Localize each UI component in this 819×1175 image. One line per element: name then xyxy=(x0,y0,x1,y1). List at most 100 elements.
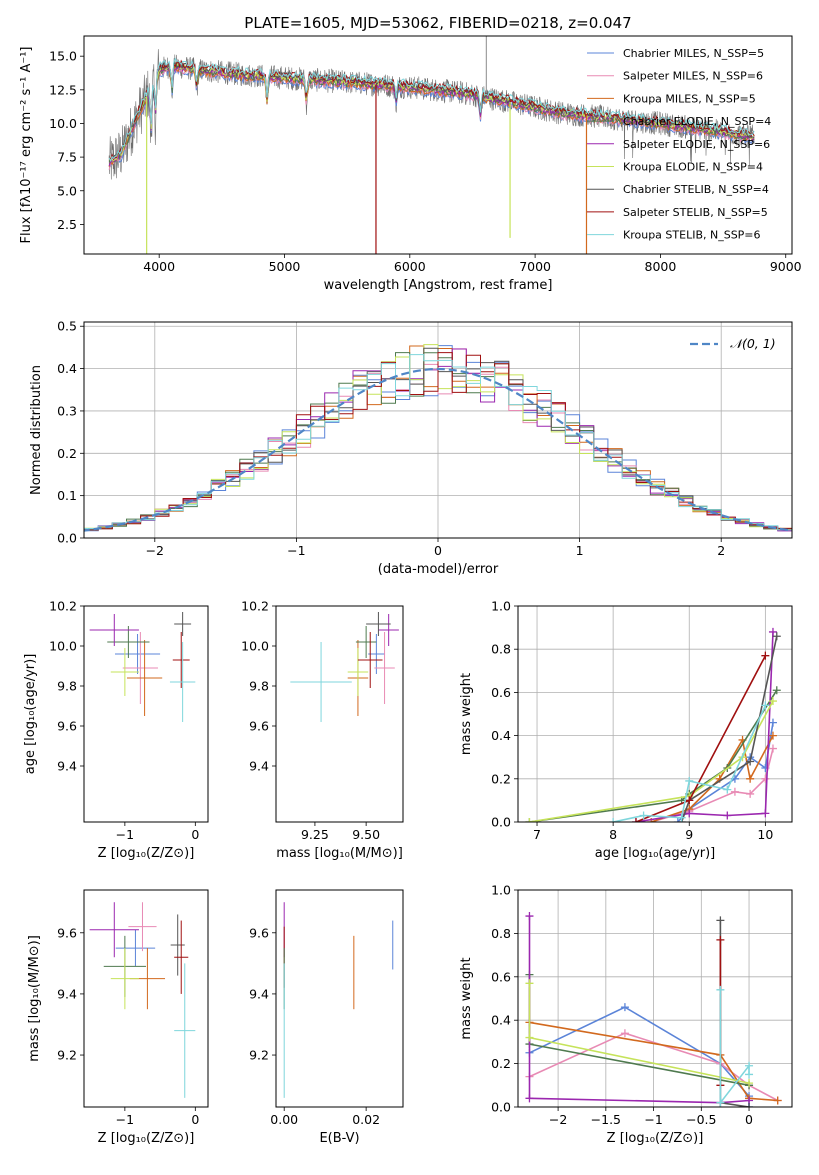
x-tick-label: −1 xyxy=(287,543,305,558)
x-tick-label: 6000 xyxy=(394,259,426,274)
point-chabrier-elodie xyxy=(355,626,377,658)
weight-marker xyxy=(620,1003,629,1012)
x-tick-label: 0 xyxy=(745,1112,753,1127)
weight-marker xyxy=(745,1061,754,1070)
legend: 𝒩(0, 1) xyxy=(690,336,776,351)
weight-marker xyxy=(746,757,755,766)
x-tick-label: 5000 xyxy=(269,259,301,274)
weight-marker xyxy=(685,776,694,785)
weight-marker xyxy=(768,718,777,727)
weight-marker xyxy=(745,1070,754,1079)
plot-area xyxy=(89,612,196,722)
legend-label: Chabrier ELODIE, N_SSP=4 xyxy=(623,115,771,128)
weight-line-salpeter-stelib xyxy=(631,651,770,822)
x-axis-label: wavelength [Angstrom, rest frame] xyxy=(324,278,553,293)
weight-line xyxy=(528,974,750,1087)
y-tick-label: 7.5 xyxy=(57,150,77,165)
weight-line-kroupa-stelib xyxy=(716,985,754,1107)
y-tick-label: 10.2 xyxy=(241,599,269,614)
y-tick-label: 10.2 xyxy=(49,599,77,614)
y-tick-label: 0.2 xyxy=(491,771,511,786)
y-axis-label: mass weight xyxy=(459,957,474,1039)
y-tick-label: 0.6 xyxy=(491,685,511,700)
y-tick-label: 1.0 xyxy=(491,599,511,614)
y-tick-label: 5.0 xyxy=(57,183,77,198)
y-tick-label: 0.2 xyxy=(57,446,77,461)
weight-marker xyxy=(673,818,682,822)
plot-area xyxy=(108,36,755,254)
y-tick-label: 0.4 xyxy=(491,1013,511,1028)
point-chabrier-stelib xyxy=(170,914,185,976)
weight-marker xyxy=(746,789,755,798)
y-axis-label: Flux [fλ10⁻¹⁷ erg cm⁻² s⁻¹ A⁻¹] xyxy=(19,47,34,244)
weight-marker xyxy=(745,1079,754,1088)
point-salpeter-miles xyxy=(374,632,395,704)
point-kroupa-elodie xyxy=(110,648,139,696)
weight-marker xyxy=(761,701,770,710)
weight-line-chabrier-elodie xyxy=(525,970,754,1090)
axes-frame xyxy=(83,889,209,1108)
point-kroupa-stelib xyxy=(290,642,352,722)
weight-marker xyxy=(716,1098,725,1107)
model-line-chabrier-elodie xyxy=(108,64,755,164)
weight-marker xyxy=(609,818,618,822)
x-tick-label: 2 xyxy=(717,543,725,558)
x-tick-label: −2 xyxy=(549,1112,567,1127)
x-tick-label: 0 xyxy=(191,827,199,842)
x-tick-label: −1 xyxy=(644,1112,662,1127)
y-tick-label: 0.0 xyxy=(491,815,511,830)
y-tick-label: 15.0 xyxy=(49,49,77,64)
point-chabrier-miles xyxy=(368,634,385,674)
y-tick-label: 9.4 xyxy=(249,986,269,1001)
legend-label: Salpeter ELODIE, N_SSP=6 xyxy=(623,138,770,151)
point-kroupa-elodie xyxy=(347,648,369,696)
y-tick-label: 0.5 xyxy=(57,319,77,334)
y-tick-label: 0.0 xyxy=(57,531,77,546)
axes-frame xyxy=(83,35,793,255)
weight-marker xyxy=(773,1096,782,1105)
weight-marker xyxy=(639,811,648,820)
point-kroupa-stelib xyxy=(169,642,196,722)
point-chabrier-miles xyxy=(115,929,156,967)
weight-line xyxy=(612,705,767,822)
point-kroupa-stelib xyxy=(174,963,196,1098)
x-tick-label: 8000 xyxy=(645,259,677,274)
y-tick-label: 9.6 xyxy=(249,925,269,940)
weight-marker xyxy=(723,811,732,820)
x-tick-label: 1 xyxy=(576,543,584,558)
point-chabrier-elodie xyxy=(107,626,150,658)
point-salpeter-miles xyxy=(122,632,158,704)
weight-line xyxy=(680,636,778,822)
y-tick-label: 0.4 xyxy=(57,361,77,376)
weight-line-kroupa-stelib xyxy=(609,701,770,822)
legend-label: Kroupa ELODIE, N_SSP=4 xyxy=(623,161,763,174)
x-axis-label: mass [log₁₀(M/M⊙)] xyxy=(276,846,403,861)
weight-marker xyxy=(768,627,777,636)
point-chabrier-stelib xyxy=(174,612,192,636)
weight-marker xyxy=(761,774,770,783)
point-kroupa-elodie xyxy=(110,948,139,1010)
y-tick-label: 0.1 xyxy=(57,488,77,503)
y-tick-label: 9.8 xyxy=(249,679,269,694)
plot-area xyxy=(89,902,196,1098)
axes-massweight-vs-Z: −2 −1.5 −1 −0.5 0 0.0 0.2 0.4 0.6 0.8 1.0 Z [log₁₀(… xyxy=(459,883,793,1146)
weight-marker xyxy=(768,731,777,740)
weight-marker xyxy=(772,632,781,641)
axes-frame xyxy=(83,605,209,823)
plot-area xyxy=(84,322,792,538)
weight-marker xyxy=(685,809,694,818)
model-line-kroupa-stelib xyxy=(108,57,755,163)
weight-marker xyxy=(685,796,694,805)
point-salpeter-stelib xyxy=(174,920,189,994)
y-axis-label: mass [log₁₀(M/M⊙)] xyxy=(27,935,42,1062)
y-axis-label: Normed distribution xyxy=(29,365,44,495)
legend-label: Chabrier MILES, N_SSP=5 xyxy=(623,47,764,60)
y-tick-label: 9.6 xyxy=(57,719,77,734)
y-tick-label: 10.0 xyxy=(241,639,269,654)
plot-area xyxy=(518,606,792,822)
x-tick-label: −1.5 xyxy=(591,1112,621,1127)
x-tick-label: −1 xyxy=(116,1112,134,1127)
x-tick-label: 10 xyxy=(757,827,773,842)
legend-label: Salpeter MILES, N_SSP=6 xyxy=(623,70,763,83)
axes-frame xyxy=(517,605,793,823)
